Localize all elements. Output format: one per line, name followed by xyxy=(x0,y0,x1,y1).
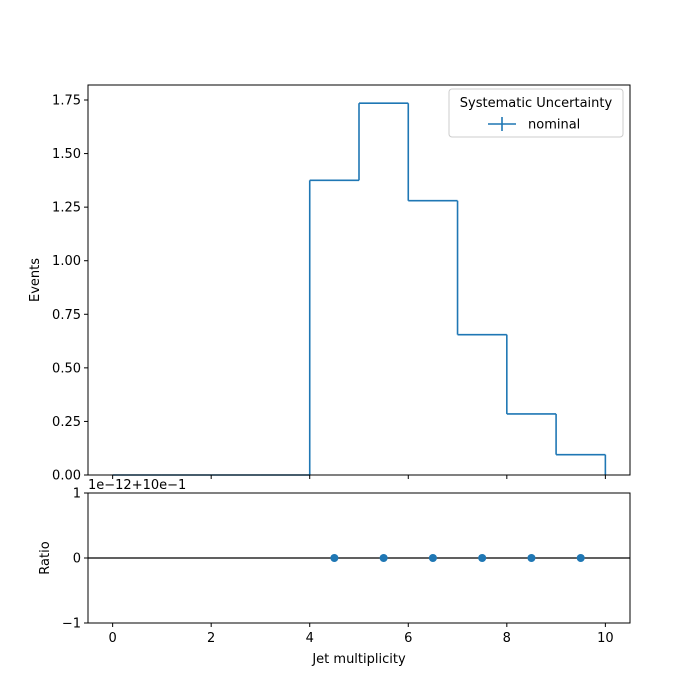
ratio-point xyxy=(527,554,536,562)
legend-entry-nominal: nominal xyxy=(528,118,580,133)
legend-box xyxy=(448,88,624,138)
x-tick-label: 6 xyxy=(404,631,412,646)
x-tick-label: 8 xyxy=(503,631,511,646)
ratio-y-tick-label: 0 xyxy=(73,552,81,567)
main-y-axis-label: Events xyxy=(28,258,43,302)
ratio-y-tick-label: −1 xyxy=(62,617,81,632)
main-y-tick-label: 0.25 xyxy=(52,415,81,430)
main-y-tick-label: 0.00 xyxy=(52,469,81,484)
legend-title: Systematic Uncertainty xyxy=(460,96,613,111)
legend: Systematic Uncertainty nominal xyxy=(448,88,624,138)
x-tick-label: 2 xyxy=(207,631,215,646)
main-y-tick-label: 0.75 xyxy=(52,308,81,323)
main-y-tick-label: 1.50 xyxy=(52,147,81,162)
x-tick-label: 0 xyxy=(108,631,116,646)
main-plot-frame xyxy=(87,84,631,476)
main-plot-axes: 0.00 0.25 0.50 0.75 1.00 1.25 1.50 1.75 xyxy=(52,94,606,484)
ratio-point xyxy=(379,554,388,562)
ratio-offset-text: 1e−12+10e−1 xyxy=(88,478,186,493)
main-y-tick-label: 1.00 xyxy=(52,254,81,269)
main-y-tick-label: 0.50 xyxy=(52,361,81,376)
ratio-y-tick-label: 1 xyxy=(73,487,81,502)
main-plot-panel: 0.000.250.500.751.001.251.501.75 Events … xyxy=(28,84,631,484)
main-y-tick-label: 1.75 xyxy=(52,94,81,109)
legend-marker-nominal xyxy=(488,117,516,131)
main-y-tick-label: 1.25 xyxy=(52,201,81,216)
ratio-point xyxy=(330,554,339,562)
main-plot-marks xyxy=(112,102,607,476)
x-tick-label: 10 xyxy=(597,631,614,646)
ratio-y-axis-label: Ratio xyxy=(38,541,53,574)
ratio-point xyxy=(576,554,585,562)
x-axis-label: Jet multiplicity xyxy=(311,652,406,667)
x-tick-label: 4 xyxy=(306,631,314,646)
ratio-point xyxy=(428,554,437,562)
ratio-point xyxy=(478,554,487,562)
ratio-plot-marks xyxy=(88,554,630,562)
